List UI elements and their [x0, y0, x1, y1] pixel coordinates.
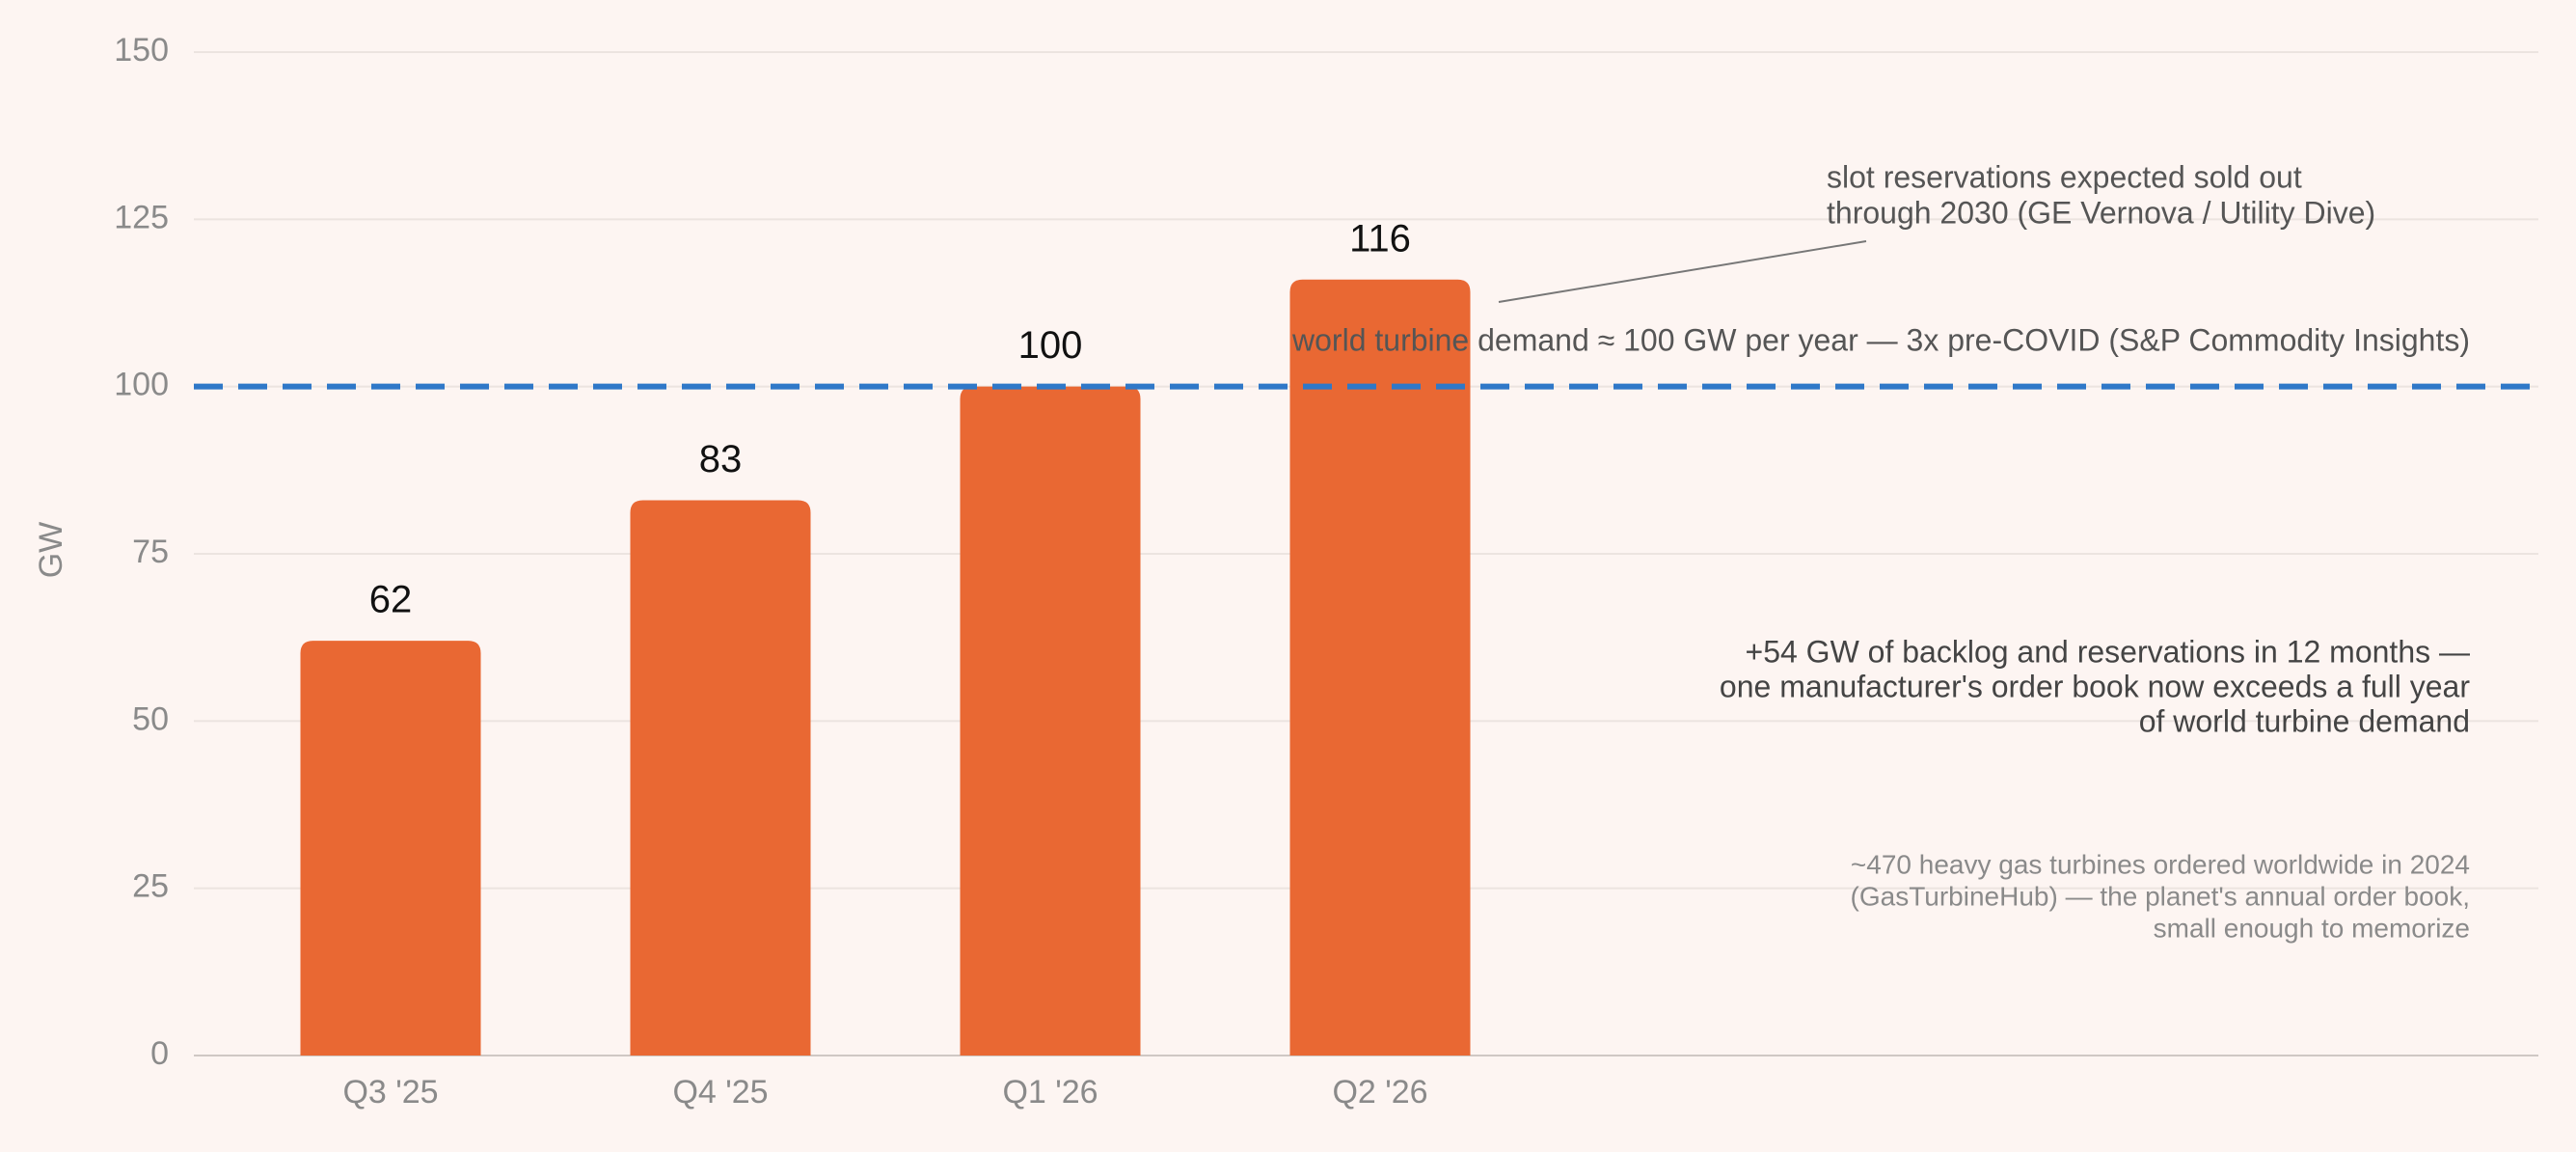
- y-tick-label: 25: [132, 868, 169, 905]
- bar: [630, 500, 811, 1056]
- value-label: 83: [699, 438, 743, 480]
- note-text: of world turbine demand: [2139, 703, 2470, 738]
- annotation-text: slot reservations expected sold out: [1827, 159, 2302, 194]
- bar: [960, 386, 1141, 1056]
- x-tick-label: Q3 '25: [342, 1074, 438, 1111]
- y-tick-label: 100: [114, 367, 169, 403]
- reference-label: world turbine demand ≈ 100 GW per year —…: [1291, 322, 2470, 357]
- note-text: +54 GW of backlog and reservations in 12…: [1746, 634, 2471, 669]
- x-tick-label: Q4 '25: [672, 1074, 768, 1111]
- y-tick-label: 50: [132, 700, 169, 737]
- y-axis-label: GW: [33, 522, 69, 579]
- value-label: 116: [1349, 217, 1411, 260]
- y-tick-label: 150: [114, 32, 169, 69]
- bar: [1289, 279, 1471, 1056]
- note-text: one manufacturer's order book now exceed…: [1720, 669, 2470, 703]
- value-label: 100: [1018, 324, 1083, 367]
- bar: [300, 641, 481, 1056]
- y-tick-label: 0: [150, 1035, 169, 1072]
- x-tick-label: Q1 '26: [1002, 1074, 1098, 1111]
- footnote-text: ~470 heavy gas turbines ordered worldwid…: [1851, 849, 2470, 879]
- footnote-text: (GasTurbineHub) — the planet's annual or…: [1851, 881, 2470, 911]
- x-tick-label: Q2 '26: [1332, 1074, 1427, 1111]
- y-tick-label: 125: [114, 199, 169, 235]
- annotation-arrow: [1498, 240, 1867, 303]
- y-tick-label: 75: [132, 534, 169, 570]
- annotation-text: through 2030 (GE Vernova / Utility Dive): [1827, 195, 2375, 230]
- value-label: 62: [369, 579, 413, 621]
- footnote-text: small enough to memorize: [2154, 913, 2470, 943]
